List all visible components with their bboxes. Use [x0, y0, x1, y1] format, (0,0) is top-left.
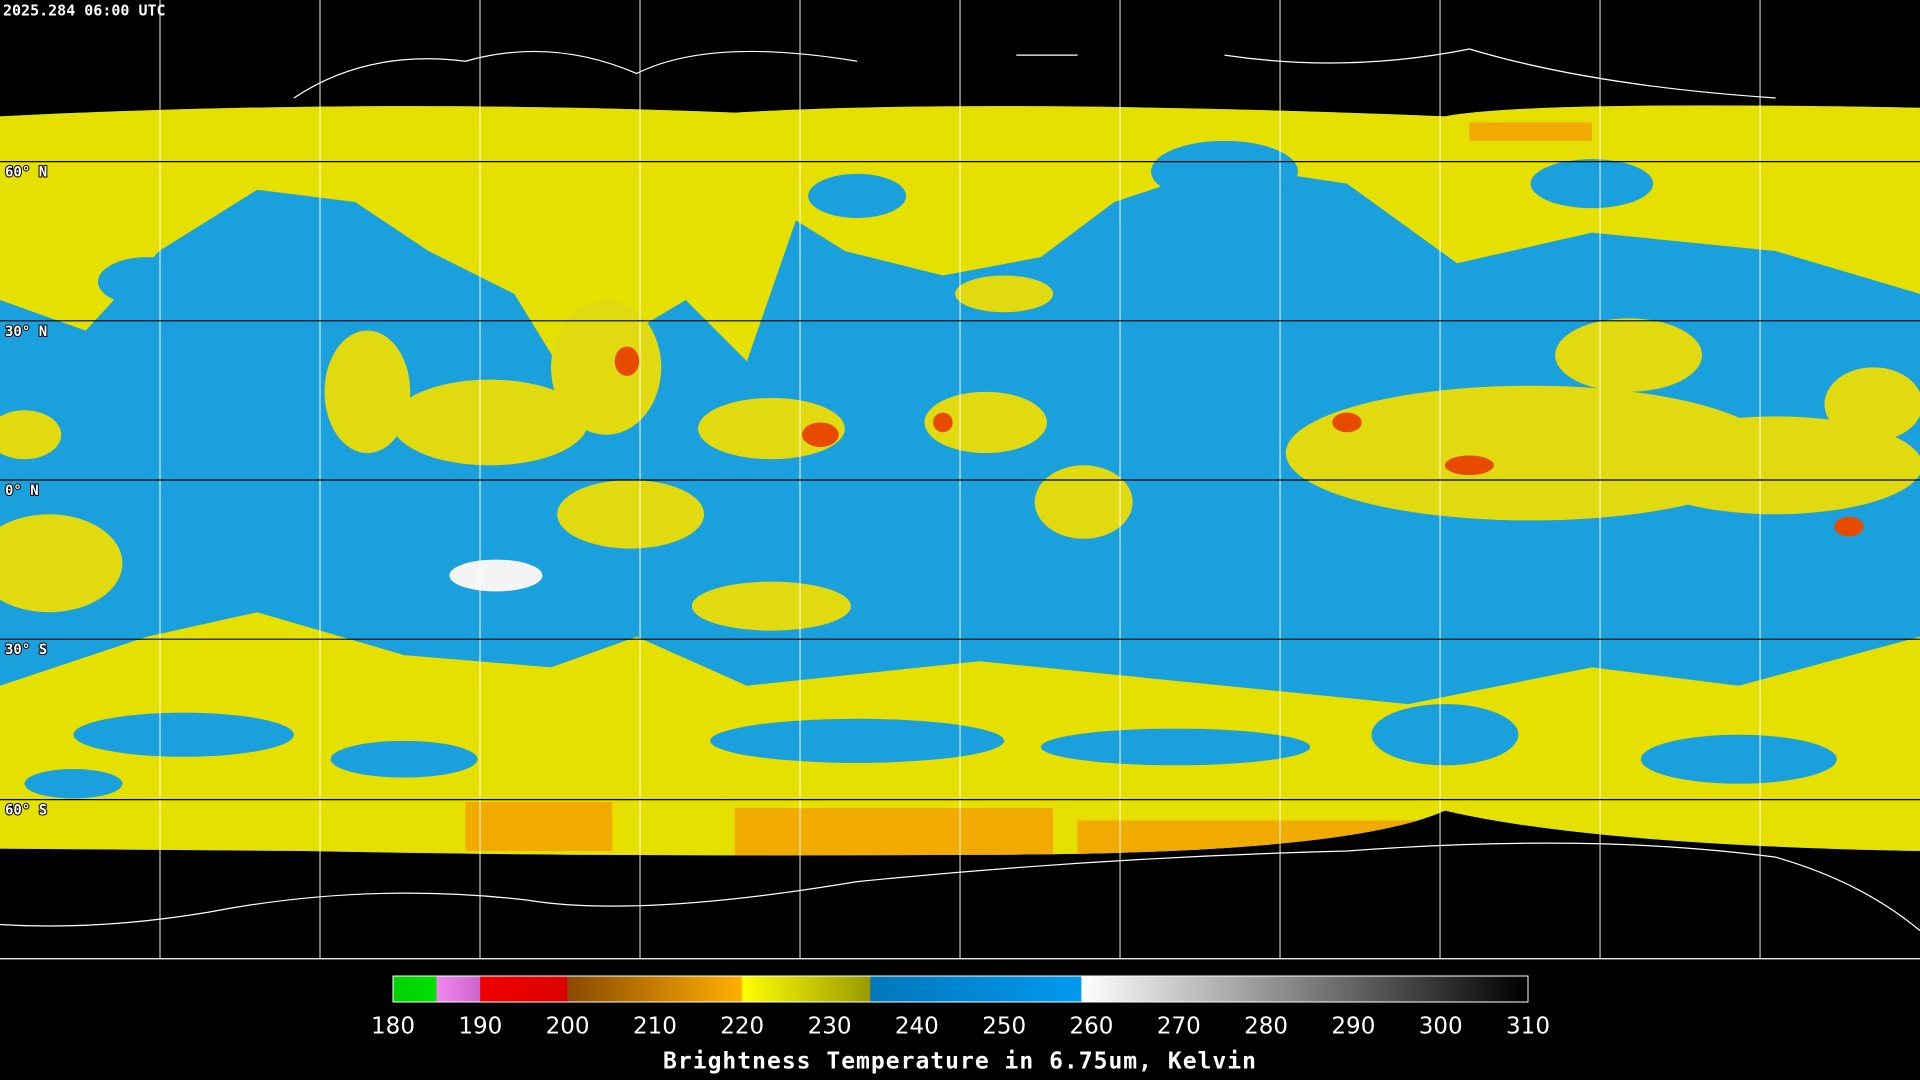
cold-region	[734, 808, 1054, 856]
dry-region	[73, 712, 294, 757]
colorbar-tick-label: 250	[982, 1014, 1026, 1040]
moist-region	[0, 514, 123, 613]
moist-region	[391, 379, 588, 466]
moist-region	[1034, 465, 1133, 539]
moist-region	[955, 275, 1054, 313]
timestamp: 2025.284 06:00 UTC	[3, 2, 166, 20]
colorbar-tick-label: 200	[546, 1014, 590, 1040]
colorbar-tick-label: 220	[720, 1014, 764, 1040]
latitude-label: 30° N	[5, 324, 47, 340]
cold-cloud	[1332, 412, 1362, 433]
colorbar-tick-label: 290	[1331, 1014, 1375, 1040]
moist-region	[551, 300, 662, 435]
colorbar	[392, 975, 1529, 1003]
cold-region	[1469, 122, 1592, 141]
colorbar-tick-label: 300	[1419, 1014, 1463, 1040]
moist-region	[1555, 318, 1703, 392]
cold-region	[465, 802, 613, 852]
moist-region	[1824, 367, 1920, 441]
coastline	[0, 842, 1920, 932]
colorbar-tick-label: 310	[1506, 1014, 1550, 1040]
cold-cloud	[1444, 455, 1494, 476]
dry-region	[808, 173, 907, 218]
cold-cloud	[802, 422, 839, 447]
colorbar-tick-label: 230	[808, 1014, 852, 1040]
dry-region	[24, 768, 123, 799]
colorbar-tick-label: 280	[1244, 1014, 1288, 1040]
colorbar-tick-label: 260	[1070, 1014, 1114, 1040]
dry-region	[97, 257, 196, 307]
moist-region	[697, 397, 845, 460]
dry-region	[1640, 734, 1837, 784]
colorbar-tick-label: 210	[633, 1014, 677, 1040]
moist-region	[1628, 416, 1920, 515]
latitude-label: 60° N	[5, 165, 47, 181]
colorbar-tick-label: 270	[1157, 1014, 1201, 1040]
cold-cloud	[614, 346, 640, 376]
dry-region	[244, 208, 343, 258]
map	[0, 0, 1920, 960]
dry-region	[710, 718, 1005, 763]
colorbar-tick-label: 240	[895, 1014, 939, 1040]
dry-region	[1530, 159, 1654, 209]
moist-region	[324, 330, 411, 454]
dry-region	[1371, 704, 1519, 766]
moist-region	[0, 410, 62, 460]
latitude-label: 0° N	[5, 483, 39, 499]
moist-region	[691, 581, 852, 631]
cold-cloud	[1834, 516, 1864, 537]
moist-region	[557, 480, 705, 549]
dry-region	[330, 740, 478, 778]
cold-cloud	[933, 412, 953, 433]
coastline	[293, 48, 1776, 99]
colorbar-tick-label: 180	[371, 1014, 415, 1040]
latitude-label: 30° S	[5, 642, 47, 658]
dry-region	[1151, 140, 1298, 203]
latitude-label: 60° S	[5, 803, 47, 819]
colorbar-tick-label: 190	[458, 1014, 502, 1040]
colorbar-title: Brightness Temperature in 6.75um, Kelvin	[663, 1049, 1257, 1075]
dry-region	[1040, 728, 1311, 766]
moist-region	[924, 391, 1047, 454]
warm-region	[449, 559, 543, 592]
